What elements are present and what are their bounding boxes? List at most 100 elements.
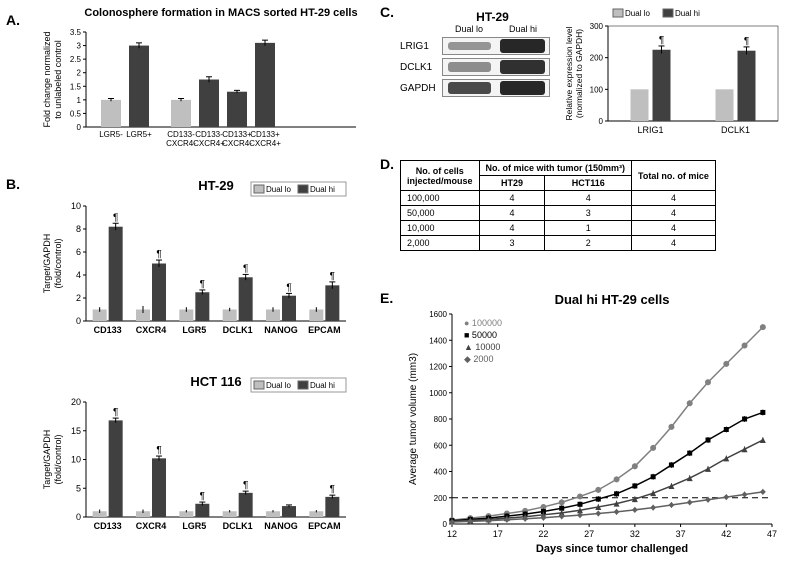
svg-text:Fold change normalized: Fold change normalized [42, 31, 52, 127]
svg-text:CD133-: CD133- [195, 130, 223, 139]
svg-text:■ 50000: ■ 50000 [464, 330, 497, 340]
svg-text:2: 2 [76, 293, 81, 303]
svg-text:15: 15 [71, 426, 81, 436]
panel-label-e: E. [380, 290, 393, 306]
svg-text:100: 100 [590, 85, 604, 94]
panel-c-western-blot: HT-29Dual loDual hi LRIG1 DCLK1 [400, 10, 550, 100]
svg-text:0: 0 [76, 512, 81, 522]
svg-text:(fold/control): (fold/control) [53, 434, 63, 484]
svg-text:Relative expression level: Relative expression level [564, 26, 574, 120]
svg-text:Target/GAPDH: Target/GAPDH [42, 234, 52, 294]
svg-text:300: 300 [590, 22, 604, 31]
svg-text:(normalized to GAPDH): (normalized to GAPDH) [574, 29, 584, 118]
svg-text:22: 22 [538, 529, 548, 539]
svg-text:HT-29: HT-29 [198, 178, 233, 193]
svg-text:¶: ¶ [744, 36, 749, 47]
svg-text:LGR5-: LGR5- [99, 130, 123, 139]
svg-text:¶: ¶ [330, 484, 335, 495]
svg-text:CD133-: CD133- [167, 130, 195, 139]
svg-text:¶: ¶ [200, 279, 205, 290]
svg-text:5: 5 [76, 483, 81, 493]
svg-text:200: 200 [590, 54, 604, 63]
svg-text:¶: ¶ [286, 282, 291, 293]
svg-text:EPCAM: EPCAM [308, 325, 341, 335]
svg-text:CD133: CD133 [94, 521, 122, 531]
svg-text:Days since tumor challenged: Days since tumor challenged [536, 543, 688, 555]
svg-text:1200: 1200 [429, 363, 447, 372]
svg-text:1400: 1400 [429, 336, 447, 345]
svg-text:0: 0 [77, 123, 82, 132]
svg-text:CXCR4-: CXCR4- [222, 139, 252, 148]
svg-text:32: 32 [630, 529, 640, 539]
svg-text:12: 12 [447, 529, 457, 539]
svg-text:1000: 1000 [429, 389, 447, 398]
svg-text:¶: ¶ [243, 263, 248, 274]
svg-text:800: 800 [434, 415, 448, 424]
svg-text:Dual lo: Dual lo [266, 381, 291, 390]
svg-text:27: 27 [584, 529, 594, 539]
svg-text:600: 600 [434, 441, 448, 450]
svg-text:CXCR4+: CXCR4+ [249, 139, 281, 148]
svg-text:CXCR4: CXCR4 [136, 521, 167, 531]
svg-text:47: 47 [767, 529, 777, 539]
panel-a-chart: Colonosphere formation in MACS sorted HT… [36, 4, 366, 164]
svg-text:42: 42 [721, 529, 731, 539]
svg-text:2: 2 [77, 69, 82, 78]
svg-text:0: 0 [443, 520, 448, 529]
svg-text:37: 37 [676, 529, 686, 539]
svg-text:NANOG: NANOG [264, 521, 298, 531]
svg-text:CD133: CD133 [94, 325, 122, 335]
svg-text:DCLK1: DCLK1 [721, 125, 750, 135]
svg-text:Dual hi: Dual hi [310, 381, 335, 390]
svg-text:3.5: 3.5 [70, 28, 82, 37]
svg-text:¶: ¶ [243, 480, 248, 491]
svg-text:Colonosphere formation in MACS: Colonosphere formation in MACS sorted HT… [84, 7, 357, 19]
svg-text:Target/GAPDH: Target/GAPDH [42, 430, 52, 490]
svg-text:0: 0 [76, 316, 81, 326]
svg-text:EPCAM: EPCAM [308, 521, 341, 531]
svg-text:200: 200 [434, 494, 448, 503]
svg-text:▲ 10000: ▲ 10000 [464, 342, 500, 352]
svg-text:6: 6 [76, 247, 81, 257]
svg-text:Dual lo: Dual lo [266, 185, 291, 194]
svg-text:400: 400 [434, 468, 448, 477]
svg-text:10: 10 [71, 455, 81, 465]
svg-text:1: 1 [77, 96, 82, 105]
svg-text:LGR5: LGR5 [182, 521, 206, 531]
svg-text:Dual hi: Dual hi [675, 9, 700, 18]
svg-text:0.5: 0.5 [70, 109, 82, 118]
svg-text:LGR5: LGR5 [182, 325, 206, 335]
svg-text:8: 8 [76, 224, 81, 234]
svg-text:CD133+: CD133+ [222, 130, 252, 139]
panel-b-ht29-chart: HT-290246810Target/GAPDH(fold/control)Du… [36, 176, 366, 361]
svg-text:CXCR4-: CXCR4- [166, 139, 196, 148]
svg-text:to unlabeled control: to unlabeled control [53, 40, 63, 119]
svg-text:Average tumor volume (mm3): Average tumor volume (mm3) [408, 353, 419, 485]
svg-text:¶: ¶ [330, 271, 335, 282]
panel-d-table: No. of cells injected/mouse No. of mice … [400, 160, 716, 251]
svg-text:Dual hi: Dual hi [310, 185, 335, 194]
svg-text:1600: 1600 [429, 310, 447, 319]
svg-text:10: 10 [71, 201, 81, 211]
svg-text:¶: ¶ [113, 407, 118, 418]
svg-text:¶: ¶ [156, 249, 161, 260]
tumor-table: No. of cells injected/mouse No. of mice … [400, 160, 716, 251]
svg-text:LRIG1: LRIG1 [637, 125, 663, 135]
svg-text:NANOG: NANOG [264, 325, 298, 335]
panel-e-line-chart: Dual hi HT-29 cells 0 200 400 600 800 1000 1200… [400, 290, 792, 560]
svg-text:¶: ¶ [113, 212, 118, 223]
panel-c-bar-chart: 0100200300Relative expression level(norm… [560, 6, 792, 146]
svg-text:¶: ¶ [200, 491, 205, 502]
svg-text:1.5: 1.5 [70, 82, 82, 91]
svg-text:20: 20 [71, 397, 81, 407]
panel-label-b: B. [6, 176, 20, 192]
svg-text:Dual lo: Dual lo [625, 9, 650, 18]
panel-b-hct116-chart: HCT 11605101520Target/GAPDH(fold/control… [36, 372, 366, 557]
svg-text:¶: ¶ [156, 445, 161, 456]
svg-text:3: 3 [77, 42, 82, 51]
panel-label-c: C. [380, 4, 394, 20]
svg-text:¶: ¶ [659, 35, 664, 46]
svg-text:17: 17 [493, 529, 503, 539]
svg-text:4: 4 [76, 270, 81, 280]
svg-text:Dual hi HT-29 cells: Dual hi HT-29 cells [555, 292, 670, 307]
